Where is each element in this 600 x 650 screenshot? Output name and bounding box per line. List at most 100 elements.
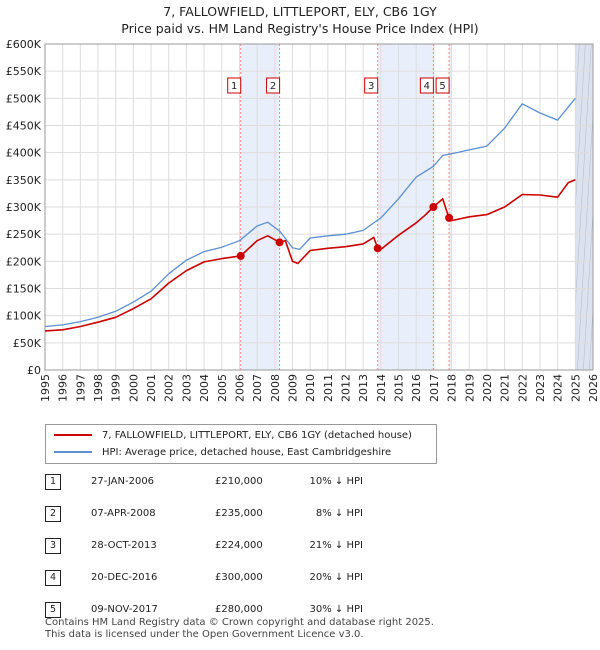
transaction-date: 07-APR-2008 [91,508,156,519]
x-tick-label: 1995 [39,374,52,402]
legend-line-hpi [54,451,92,453]
x-tick-label: 1999 [110,374,123,402]
y-tick-label: £150K [6,283,42,296]
x-tick-label: 2026 [587,374,600,402]
transaction-number: 3 [45,538,61,554]
footer-line: This data is licensed under the Open Gov… [45,629,364,640]
x-tick-label: 2008 [269,374,282,402]
transaction-number: 1 [45,474,61,490]
transaction-price: £210,000 [215,476,263,487]
table-row: 5 09-NOV-2017 £280,000 30% ↓ HPI [45,602,425,620]
x-tick-label: 2002 [163,374,176,402]
x-tick-label: 2001 [145,374,158,402]
transaction-point [236,251,245,260]
x-tick-label: 2003 [180,374,193,402]
chart-legend: 7, FALLOWFIELD, LITTLEPORT, ELY, CB6 1GY… [45,424,437,464]
legend-line-property [54,434,92,436]
x-tick-label: 2011 [322,374,335,402]
transaction-number: 2 [45,506,61,522]
chart-title: 7, FALLOWFIELD, LITTLEPORT, ELY, CB6 1GY [163,4,437,19]
x-tick-label: 2015 [393,374,406,402]
legend-item-property: 7, FALLOWFIELD, LITTLEPORT, ELY, CB6 1GY… [54,427,412,443]
y-tick-label: £450K [6,120,42,133]
transaction-label: 3 [368,81,374,92]
transaction-label-box [266,77,281,94]
transaction-hpi-diff: 20% ↓ HPI [309,572,363,583]
x-tick-label: 1996 [57,374,70,402]
x-tick-label: 2024 [552,374,565,402]
transaction-date: 09-NOV-2017 [91,604,158,615]
transaction-point [429,203,438,211]
x-tick-label: 2022 [516,374,529,402]
transaction-price: £300,000 [215,572,263,583]
transaction-price: £280,000 [215,604,263,615]
x-tick-label: 2005 [216,374,229,402]
transaction-label: 1 [231,81,237,92]
legend-label-property: 7, FALLOWFIELD, LITTLEPORT, ELY, CB6 1GY… [102,429,412,441]
chart-plot: 1 2 3 4 5 £0 £50K £100K £150K £200K £250K £300K £350… [6,38,600,402]
transaction-number: 4 [45,570,61,586]
footer-attribution: Contains HM Land Registry data © Crown c… [45,617,434,641]
x-tick-label: 2010 [304,374,317,402]
transaction-label: 2 [270,81,276,92]
transaction-hpi-diff: 21% ↓ HPI [309,540,363,551]
transaction-label-box [227,77,242,94]
x-tick-label: 2018 [446,374,459,402]
transaction-date: 27-JAN-2006 [91,476,155,487]
transaction-date: 28-OCT-2013 [91,540,157,551]
y-tick-label: £400K [6,147,42,160]
transaction-hpi-diff: 10% ↓ HPI [309,476,363,487]
transaction-number: 5 [45,602,61,618]
transaction-label: 5 [439,81,445,92]
footer-line: Contains HM Land Registry data © Crown c… [45,617,434,628]
x-tick-label: 2023 [534,374,547,402]
table-row: 2 07-APR-2008 £235,000 8% ↓ HPI [45,506,425,524]
y-tick-label: £300K [6,201,42,214]
x-tick-label: 2004 [198,374,211,402]
x-tick-label: 2013 [357,374,370,402]
x-tick-label: 2012 [340,374,353,402]
table-row: 4 20-DEC-2016 £300,000 20% ↓ HPI [45,570,425,588]
x-tick-label: 2025 [569,374,582,402]
x-tick-label: 2020 [481,374,494,402]
table-row: 1 27-JAN-2006 £210,000 10% ↓ HPI [45,474,425,492]
y-tick-label: £350K [6,174,42,187]
x-tick-label: 2009 [286,374,299,402]
y-tick-label: £200K [6,255,42,268]
x-tick-label: 2021 [499,374,512,402]
chart-subtitle: Price paid vs. HM Land Registry's House … [121,21,479,36]
x-tick-label: 2016 [410,374,423,402]
y-tick-label: £250K [6,228,42,241]
x-tick-label: 2007 [251,374,264,402]
table-row: 3 28-OCT-2013 £224,000 21% ↓ HPI [45,538,425,556]
x-tick-label: 2019 [463,374,476,402]
x-tick-label: 1997 [74,374,87,402]
legend-label-hpi: HPI: Average price, detached house, East… [102,446,392,458]
transaction-price: £224,000 [215,540,263,551]
y-tick-label: £500K [6,92,42,105]
hatch-line [595,44,600,370]
transaction-label: 4 [424,81,430,92]
y-tick-label: £50K [13,337,42,350]
transaction-point [275,238,284,247]
x-tick-label: 2000 [127,374,140,402]
property-price-line [44,179,576,332]
transaction-label-box [419,77,434,94]
plot-border [44,43,594,371]
x-tick-label: 2017 [428,374,441,402]
transaction-label-box [364,77,379,94]
transaction-date: 20-DEC-2016 [91,572,158,583]
y-tick-label: £0 [27,364,41,377]
transaction-price: £235,000 [215,508,263,519]
x-tick-label: 1998 [92,374,105,402]
transaction-hpi-diff: 30% ↓ HPI [309,604,363,615]
x-tick-label: 2006 [233,374,246,402]
transaction-label-box [435,77,450,94]
legend-item-hpi: HPI: Average price, detached house, East… [54,444,391,460]
transaction-hpi-diff: 8% ↓ HPI [315,508,363,519]
transaction-point [445,213,454,222]
transaction-point [373,244,382,253]
y-tick-label: £600K [6,38,42,51]
hpi-line [44,97,576,328]
y-tick-label: £550K [6,65,42,78]
